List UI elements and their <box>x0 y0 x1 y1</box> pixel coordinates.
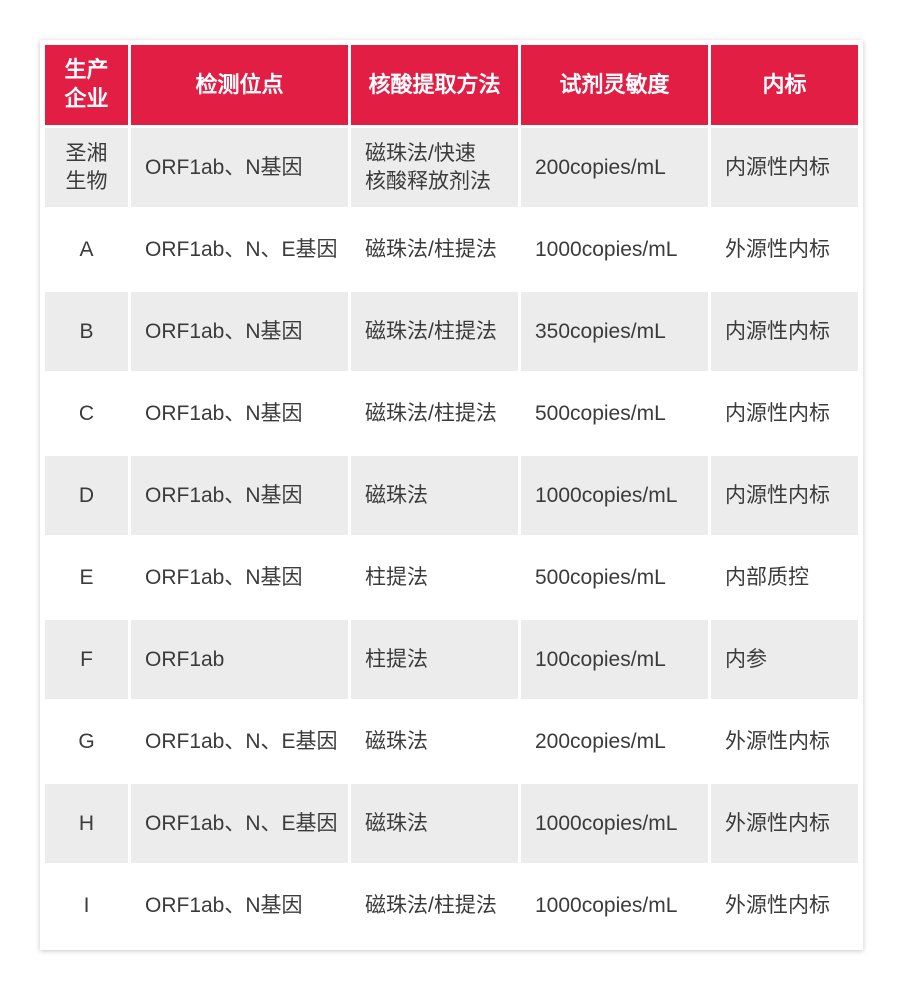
cell-sensitivity: 500copies/mL <box>521 538 708 617</box>
cell-sensitivity: 200copies/mL <box>521 702 708 781</box>
cell-extraction_method: 磁珠法/快速 核酸释放剂法 <box>351 128 518 207</box>
cell-extraction_method: 磁珠法/柱提法 <box>351 210 518 289</box>
cell-manufacturer: 圣湘 生物 <box>45 128 128 207</box>
cell-sensitivity: 1000copies/mL <box>521 456 708 535</box>
cell-sensitivity: 350copies/mL <box>521 292 708 371</box>
cell-target_sites: ORF1ab、N基因 <box>131 456 348 535</box>
cell-internal_control: 外源性内标 <box>711 866 858 945</box>
cell-manufacturer: D <box>45 456 128 535</box>
cell-internal_control: 内源性内标 <box>711 456 858 535</box>
cell-internal_control: 内参 <box>711 620 858 699</box>
cell-extraction_method: 磁珠法/柱提法 <box>351 292 518 371</box>
cell-sensitivity: 1000copies/mL <box>521 866 708 945</box>
reagent-comparison-card: 生产 企业 检测位点 核酸提取方法 试剂灵敏度 内标 圣湘 生物 ORF1ab、N基因 磁珠… <box>40 40 863 950</box>
table-row: H ORF1ab、N、E基因 磁珠法 1000copies/mL 外源性内标 <box>45 784 858 863</box>
cell-extraction_method: 磁珠法 <box>351 784 518 863</box>
table-row: C ORF1ab、N基因 磁珠法/柱提法 500copies/mL 内源性内标 <box>45 374 858 453</box>
cell-extraction_method: 磁珠法 <box>351 702 518 781</box>
cell-manufacturer: G <box>45 702 128 781</box>
column-header-sensitivity: 试剂灵敏度 <box>521 45 708 125</box>
cell-manufacturer: C <box>45 374 128 453</box>
table-row: 圣湘 生物 ORF1ab、N基因 磁珠法/快速 核酸释放剂法 200copies/mL… <box>45 128 858 207</box>
cell-internal_control: 内源性内标 <box>711 128 858 207</box>
column-header-extraction_method: 核酸提取方法 <box>351 45 518 125</box>
table-row: B ORF1ab、N基因 磁珠法/柱提法 350copies/mL 内源性内标 <box>45 292 858 371</box>
table-row: F ORF1ab 柱提法 100copies/mL 内参 <box>45 620 858 699</box>
cell-target_sites: ORF1ab、N基因 <box>131 538 348 617</box>
table-row: I ORF1ab、N基因 磁珠法/柱提法 1000copies/mL 外源性内标 <box>45 866 858 945</box>
cell-internal_control: 内源性内标 <box>711 292 858 371</box>
cell-extraction_method: 柱提法 <box>351 538 518 617</box>
cell-target_sites: ORF1ab、N、E基因 <box>131 210 348 289</box>
header-row: 生产 企业 检测位点 核酸提取方法 试剂灵敏度 内标 <box>45 45 858 125</box>
cell-internal_control: 外源性内标 <box>711 784 858 863</box>
cell-target_sites: ORF1ab <box>131 620 348 699</box>
table-row: D ORF1ab、N基因 磁珠法 1000copies/mL 内源性内标 <box>45 456 858 535</box>
table-row: A ORF1ab、N、E基因 磁珠法/柱提法 1000copies/mL 外源性内标 <box>45 210 858 289</box>
cell-manufacturer: I <box>45 866 128 945</box>
cell-target_sites: ORF1ab、N基因 <box>131 374 348 453</box>
table-row: E ORF1ab、N基因 柱提法 500copies/mL 内部质控 <box>45 538 858 617</box>
cell-target_sites: ORF1ab、N、E基因 <box>131 784 348 863</box>
cell-target_sites: ORF1ab、N基因 <box>131 292 348 371</box>
column-header-target_sites: 检测位点 <box>131 45 348 125</box>
cell-extraction_method: 磁珠法/柱提法 <box>351 374 518 453</box>
cell-sensitivity: 1000copies/mL <box>521 210 708 289</box>
column-header-manufacturer: 生产 企业 <box>45 45 128 125</box>
cell-extraction_method: 磁珠法/柱提法 <box>351 866 518 945</box>
cell-internal_control: 内部质控 <box>711 538 858 617</box>
cell-sensitivity: 200copies/mL <box>521 128 708 207</box>
cell-manufacturer: H <box>45 784 128 863</box>
cell-extraction_method: 磁珠法 <box>351 456 518 535</box>
table-row: G ORF1ab、N、E基因 磁珠法 200copies/mL 外源性内标 <box>45 702 858 781</box>
cell-target_sites: ORF1ab、N、E基因 <box>131 702 348 781</box>
cell-manufacturer: E <box>45 538 128 617</box>
cell-target_sites: ORF1ab、N基因 <box>131 866 348 945</box>
reagent-comparison-table: 生产 企业 检测位点 核酸提取方法 试剂灵敏度 内标 圣湘 生物 ORF1ab、N基因 磁珠… <box>42 42 861 948</box>
cell-target_sites: ORF1ab、N基因 <box>131 128 348 207</box>
cell-manufacturer: A <box>45 210 128 289</box>
cell-internal_control: 外源性内标 <box>711 702 858 781</box>
column-header-internal_control: 内标 <box>711 45 858 125</box>
table-body: 圣湘 生物 ORF1ab、N基因 磁珠法/快速 核酸释放剂法 200copies/mL… <box>45 128 858 945</box>
cell-internal_control: 内源性内标 <box>711 374 858 453</box>
cell-sensitivity: 500copies/mL <box>521 374 708 453</box>
cell-sensitivity: 1000copies/mL <box>521 784 708 863</box>
cell-manufacturer: B <box>45 292 128 371</box>
cell-extraction_method: 柱提法 <box>351 620 518 699</box>
cell-sensitivity: 100copies/mL <box>521 620 708 699</box>
cell-manufacturer: F <box>45 620 128 699</box>
cell-internal_control: 外源性内标 <box>711 210 858 289</box>
